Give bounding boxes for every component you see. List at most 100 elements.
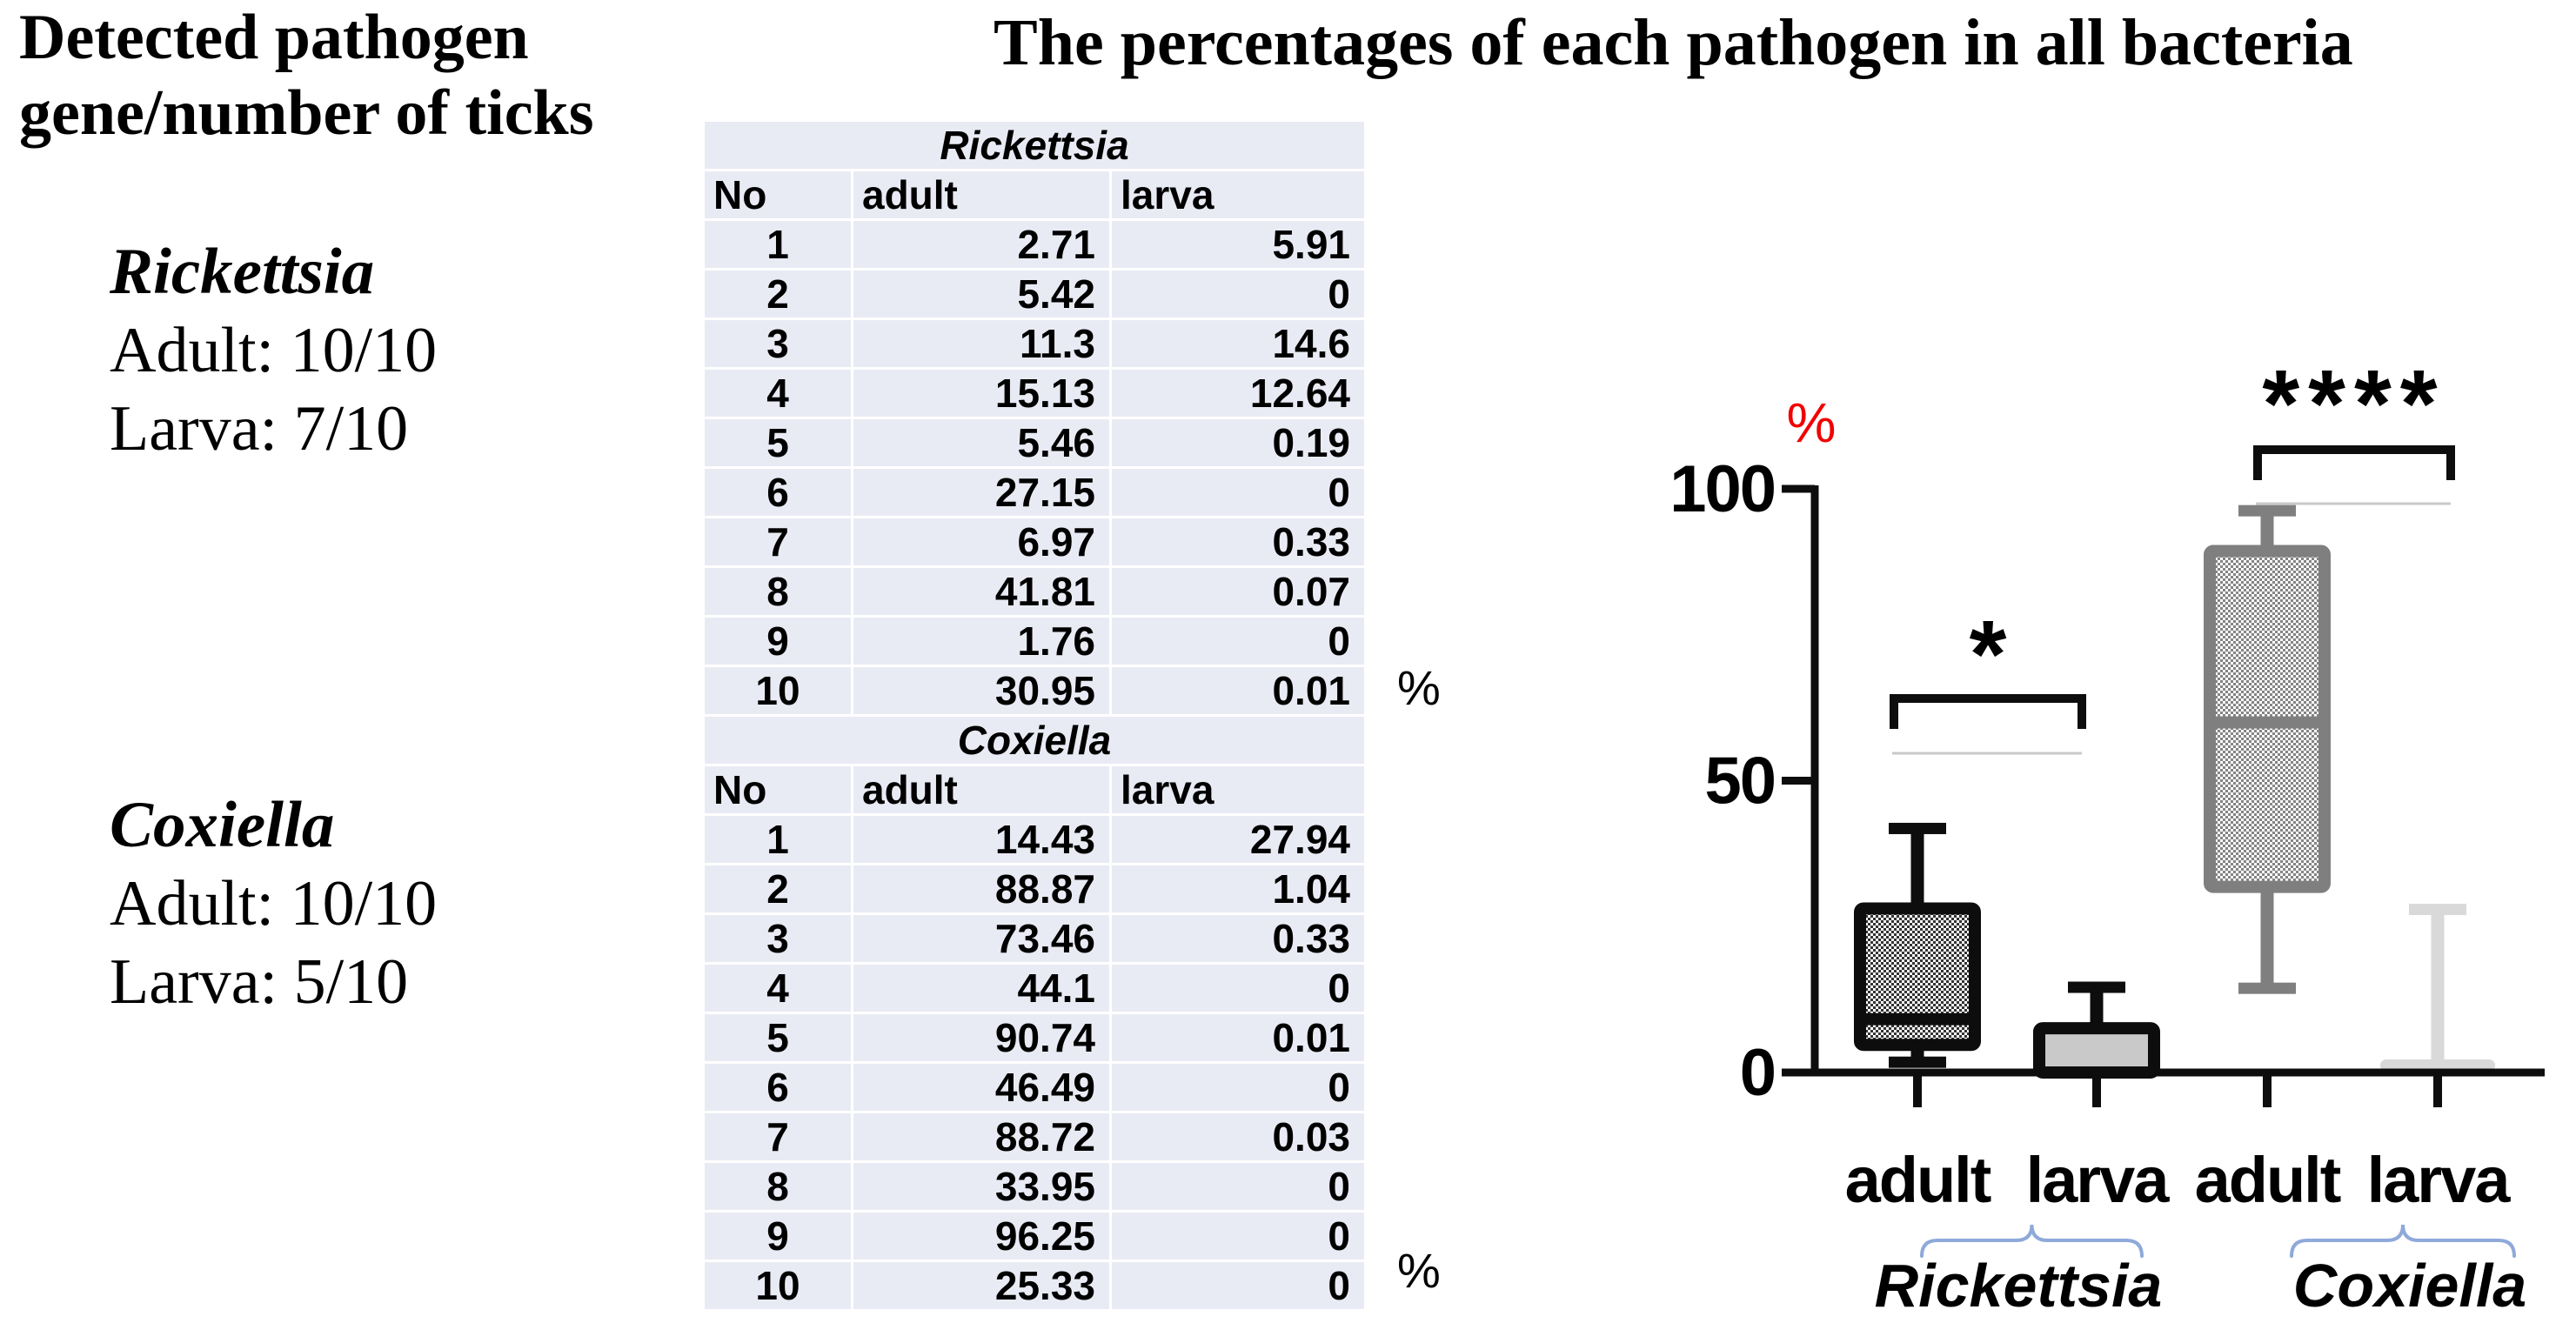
pathogen-larva-count: Larva: 5/10	[110, 946, 409, 1019]
table-unit-percent-coxiella: %	[1397, 1243, 1441, 1298]
table-cell-no: 9	[705, 618, 851, 665]
significance-bracket	[1890, 694, 2086, 729]
table-cell-adult: 5.42	[853, 271, 1109, 317]
table-cell-larva: 0	[1112, 469, 1364, 516]
left-panel-title: Detected pathogen gene/number of ticks	[19, 2, 594, 150]
table-cell-adult: 88.72	[853, 1113, 1109, 1160]
group-brace	[2290, 1224, 2516, 1258]
column-header: No	[705, 171, 851, 218]
table-cell-larva: 0	[1112, 1064, 1364, 1111]
table-cell-larva: 0.01	[1112, 1014, 1364, 1061]
table-cell-larva: 0	[1112, 271, 1364, 317]
group-label: Rickettsia	[1875, 1252, 2163, 1320]
table-title: Rickettsia	[705, 122, 1364, 169]
table-cell-larva: 0.01	[1112, 667, 1364, 714]
table-cell-no: 8	[705, 568, 851, 615]
x-tick	[1913, 1072, 1922, 1107]
table-cell-larva: 1.04	[1112, 865, 1364, 912]
table-cell-larva: 0.07	[1112, 568, 1364, 615]
x-tick	[2092, 1072, 2101, 1107]
x-tick	[2433, 1072, 2442, 1107]
table-cell-no: 7	[705, 518, 851, 565]
box-rickettsia-larva	[2033, 981, 2160, 1079]
table-cell-adult: 27.15	[853, 469, 1109, 516]
y-tick	[1782, 484, 1815, 493]
table-cell-no: 7	[705, 1113, 851, 1160]
column-header: larva	[1112, 171, 1364, 218]
table-cell-larva: 0.33	[1112, 915, 1364, 962]
page-title: The percentages of each pathogen in all …	[994, 6, 2353, 79]
table-cell-no: 4	[705, 370, 851, 417]
table-cell-adult: 6.97	[853, 518, 1109, 565]
y-axis-unit-percent: %	[1787, 391, 1837, 454]
table-cell-no: 1	[705, 816, 851, 863]
table-cell-larva: 27.94	[1112, 816, 1364, 863]
table-cell-no: 2	[705, 271, 851, 317]
pathogen-adult-count: Adult: 10/10	[110, 315, 438, 386]
box-coxiella-adult	[2204, 504, 2331, 994]
pathogen-name: Rickettsia	[110, 236, 375, 308]
table-cell-adult: 88.87	[853, 865, 1109, 912]
table-title: Coxiella	[705, 717, 1364, 764]
table-cell-adult: 96.25	[853, 1213, 1109, 1260]
column-header: No	[705, 766, 851, 813]
table-cell-no: 10	[705, 667, 851, 714]
table-cell-larva: 5.91	[1112, 221, 1364, 268]
pathogen-summary-rickettsia: Rickettsia Adult: 10/10 Larva: 7/10	[110, 233, 437, 469]
table-cell-adult: 41.81	[853, 568, 1109, 615]
column-header: adult	[853, 766, 1109, 813]
table-cell-larva: 0.33	[1112, 518, 1364, 565]
table-cell-no: 9	[705, 1213, 851, 1260]
boxplot-chart: 0 50 100% adult larva adult larva Rickettsia Cox…	[1669, 351, 2545, 1320]
table-cell-adult: 5.46	[853, 419, 1109, 466]
box-coxiella-larva	[2380, 904, 2495, 1072]
table-cell-adult: 1.76	[853, 618, 1109, 665]
table-cell-no: 6	[705, 469, 851, 516]
axes: 0 50 100	[1669, 452, 2545, 1110]
x-tick-label: adult	[2195, 1144, 2341, 1216]
significance-bracket	[2253, 445, 2455, 480]
y-tick-label: 50	[1704, 745, 1775, 819]
box-rickettsia-adult	[1854, 822, 1981, 1068]
y-tick-label: 100	[1669, 452, 1775, 526]
table-cell-adult: 90.74	[853, 1014, 1109, 1061]
table-cell-larva: 12.64	[1112, 370, 1364, 417]
table-cell-larva: 0	[1112, 1262, 1364, 1309]
table-cell-adult: 15.13	[853, 370, 1109, 417]
pathogen-adult-count: Adult: 10/10	[110, 868, 438, 939]
table-cell-adult: 14.43	[853, 816, 1109, 863]
x-tick-label: larva	[2026, 1144, 2171, 1216]
table-cell-no: 5	[705, 1014, 851, 1061]
table-cell-no: 6	[705, 1064, 851, 1111]
table-cell-no: 10	[705, 1262, 851, 1309]
group-label: Coxiella	[2293, 1252, 2526, 1320]
table-cell-no: 1	[705, 221, 851, 268]
table-cell-adult: 11.3	[853, 320, 1109, 367]
pathogen-name: Coxiella	[110, 789, 335, 861]
table-unit-percent-rickettsia: %	[1397, 660, 1441, 715]
table-cell-larva: 0	[1112, 1213, 1364, 1260]
table-cell-no: 3	[705, 915, 851, 962]
table-cell-larva: 0.19	[1112, 419, 1364, 466]
table-cell-larva: 0	[1112, 1163, 1364, 1210]
pathogen-tables: Rickettsia No adult larva 1 2.71 5.91 2 5.42 0 3 11…	[705, 122, 1364, 1309]
y-tick-label: 0	[1740, 1036, 1775, 1110]
table-cell-adult: 44.1	[853, 965, 1109, 1012]
table-cell-adult: 30.95	[853, 667, 1109, 714]
table-cell-no: 4	[705, 965, 851, 1012]
table-cell-no: 3	[705, 320, 851, 367]
table-cell-no: 2	[705, 865, 851, 912]
table-cell-adult: 46.49	[853, 1064, 1109, 1111]
x-tick	[2263, 1072, 2272, 1107]
x-tick-label: adult	[1845, 1144, 1991, 1216]
table-cell-larva: 0	[1112, 618, 1364, 665]
significance-stars: ****	[2262, 351, 2446, 458]
table-cell-larva: 0.03	[1112, 1113, 1364, 1160]
table-cell-adult: 33.95	[853, 1163, 1109, 1210]
column-header: adult	[853, 171, 1109, 218]
pathogen-larva-count: Larva: 7/10	[110, 393, 409, 465]
group-brace	[1920, 1224, 2144, 1258]
table-cell-adult: 25.33	[853, 1262, 1109, 1309]
significance-stars: *	[1970, 601, 2007, 708]
table-cell-larva: 0	[1112, 965, 1364, 1012]
